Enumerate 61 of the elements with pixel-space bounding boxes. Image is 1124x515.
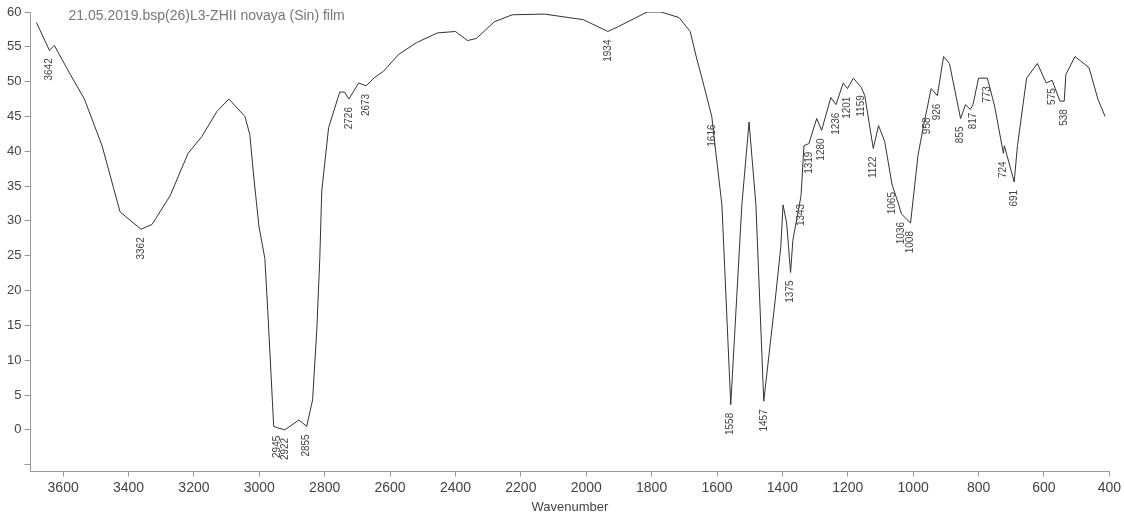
y-tick-label: 5 [14, 386, 22, 402]
x-tick-label: 2200 [505, 478, 537, 495]
x-tick-label: 1400 [766, 478, 799, 495]
x-tick-label: 1800 [636, 478, 668, 495]
x-axis-title: Wavenumber [531, 498, 609, 514]
x-tick-label: 3200 [178, 478, 210, 495]
y-tick-label: 45 [6, 108, 22, 124]
annotation: 3362 [134, 236, 146, 260]
annotation: 855 [954, 126, 966, 144]
annotation: 3642 [43, 57, 55, 81]
annotation: 1008 [904, 230, 916, 254]
annotation: 538 [1057, 108, 1069, 126]
x-tick-label: 3400 [112, 478, 145, 495]
annotation: 1236 [829, 112, 841, 135]
annotation: 1343 [794, 203, 806, 227]
x-tick-label: 1000 [897, 478, 929, 495]
x-tick-label: 3000 [243, 478, 276, 495]
x-tick-label: 2000 [570, 478, 603, 495]
y-tick-label: 30 [6, 212, 22, 228]
y-tick-label: 40 [6, 142, 22, 158]
annotation: 1319 [802, 151, 814, 174]
x-tick-label: 3600 [47, 478, 79, 495]
annotation: 2673 [359, 93, 371, 117]
annotation: 817 [966, 112, 978, 130]
y-tick-label: 35 [6, 177, 22, 193]
annotation: 1280 [815, 137, 827, 161]
annotation: 1558 [724, 412, 736, 435]
y-tick-label: 20 [6, 282, 22, 298]
x-tick-label: 800 [966, 478, 991, 495]
chart-title: 21.05.2019.bsp(26)L3-ZHII novaya (Sin) film [68, 6, 345, 23]
x-tick-label: 1200 [832, 478, 864, 495]
annotation: 2726 [342, 106, 354, 130]
y-tick-label: 50 [6, 73, 22, 89]
y-tick-label: 0 [14, 421, 22, 437]
annotation: 1159 [854, 94, 866, 117]
annotation: 773 [981, 85, 993, 103]
x-tick-label: 2800 [309, 478, 341, 495]
y-tick-label: 60 [6, 3, 22, 19]
annotation: 926 [931, 103, 943, 121]
x-tick-label: 2400 [439, 478, 472, 495]
annotation: 2855 [300, 433, 312, 457]
annotation: 1036 [895, 221, 907, 245]
annotation: 1065 [885, 191, 897, 215]
annotation: 958 [920, 117, 932, 135]
annotation: 575 [1045, 87, 1057, 105]
y-tick-label: 55 [6, 38, 22, 54]
annotation: 1457 [757, 408, 769, 432]
x-tick-label: 400 [1097, 478, 1122, 495]
y-tick-label: 15 [6, 316, 22, 332]
annotation: 1201 [841, 96, 853, 119]
annotation: 1375 [784, 280, 796, 303]
annotation: 691 [1007, 189, 1019, 207]
annotation: 1122 [867, 156, 879, 178]
y-tick-label: 25 [6, 247, 22, 263]
x-tick-label: 1600 [701, 478, 733, 495]
annotation: 1616 [705, 124, 717, 147]
x-tick-label: 600 [1032, 478, 1056, 495]
x-tick-label: 2600 [374, 478, 406, 495]
annotation: 724 [997, 160, 1009, 179]
annotation: 1934 [601, 39, 613, 62]
y-tick-label: 10 [6, 351, 22, 367]
